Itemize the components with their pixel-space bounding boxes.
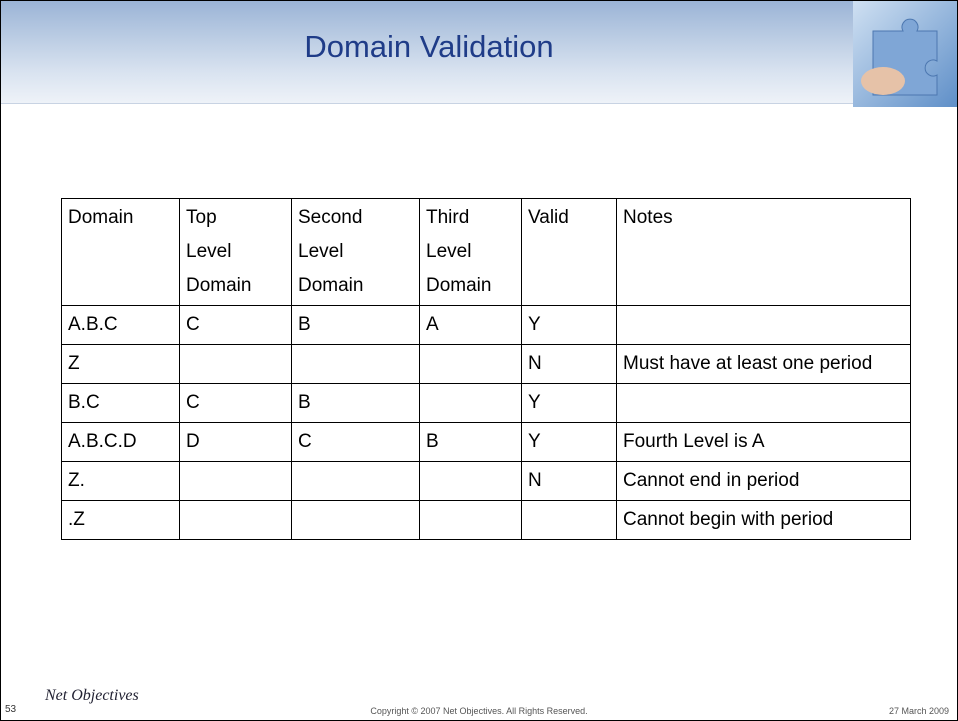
header-text: Second Level Domain — [298, 207, 364, 296]
date: 27 March 2009 — [888, 706, 949, 716]
table-cell: C — [291, 422, 420, 462]
table-cell — [291, 344, 420, 384]
column-header: Second Level Domain — [291, 198, 420, 306]
table-cell — [419, 344, 522, 384]
table-cell — [419, 383, 522, 423]
page-number: 53 — [5, 704, 17, 715]
table-cell — [616, 383, 911, 423]
table-row: A.B.C.D D C B Y Fourth Level is A — [61, 422, 911, 462]
table-row: .Z Cannot begin with period — [61, 500, 911, 540]
table-cell: Cannot end in period — [616, 461, 911, 501]
table-cell — [179, 344, 292, 384]
table-cell — [521, 500, 617, 540]
table-row: A.B.C C B A Y — [61, 305, 911, 345]
table-cell: A — [419, 305, 522, 345]
copyright: Copyright © 2007 Net Objectives. All Rig… — [370, 706, 588, 716]
table-row: B.C C B Y — [61, 383, 911, 423]
table-cell: Y — [521, 305, 617, 345]
table-cell — [291, 500, 420, 540]
table-cell: B.C — [61, 383, 180, 423]
table-cell — [291, 461, 420, 501]
header-text: Notes — [623, 207, 673, 228]
table-cell: Fourth Level is A — [616, 422, 911, 462]
header-text: Third Level Domain — [426, 207, 492, 296]
table-cell — [616, 305, 911, 345]
column-header: Valid — [521, 198, 617, 306]
table-cell: Z. — [61, 461, 180, 501]
table-cell: Must have at least one period — [616, 344, 911, 384]
table-cell: Z — [61, 344, 180, 384]
slide-title: Domain Validation — [304, 29, 554, 64]
table-cell: B — [291, 305, 420, 345]
column-header: Domain — [61, 198, 180, 306]
table-cell: .Z — [61, 500, 180, 540]
table-cell: D — [179, 422, 292, 462]
table-cell: B — [291, 383, 420, 423]
header-text: Valid — [528, 207, 569, 228]
table-cell — [179, 461, 292, 501]
header-band — [1, 1, 957, 104]
table-cell — [419, 461, 522, 501]
table-cell: N — [521, 344, 617, 384]
puzzle-image — [853, 1, 957, 107]
table-cell — [179, 500, 292, 540]
table-cell: Y — [521, 422, 617, 462]
table-cell: A.B.C — [61, 305, 180, 345]
table-cell: C — [179, 305, 292, 345]
table-cell: N — [521, 461, 617, 501]
table-cell: A.B.C.D — [61, 422, 180, 462]
domain-table: Domain Top Level Domain Second Level Domai… — [61, 198, 911, 540]
table-row: Z. N Cannot end in period — [61, 461, 911, 501]
logo: Net Objectives — [45, 687, 139, 704]
table-cell: B — [419, 422, 522, 462]
header-text: Top Level Domain — [186, 207, 252, 296]
table-row: Z N Must have at least one period — [61, 344, 911, 384]
header-row: Domain Top Level Domain Second Level Domai… — [61, 198, 911, 306]
column-header: Third Level Domain — [419, 198, 522, 306]
table-cell: C — [179, 383, 292, 423]
header-text: Domain — [68, 207, 134, 228]
column-header: Notes — [616, 198, 911, 306]
table-cell: Y — [521, 383, 617, 423]
column-header: Top Level Domain — [179, 198, 292, 306]
table-cell — [419, 500, 522, 540]
table-cell: Cannot begin with period — [616, 500, 911, 540]
